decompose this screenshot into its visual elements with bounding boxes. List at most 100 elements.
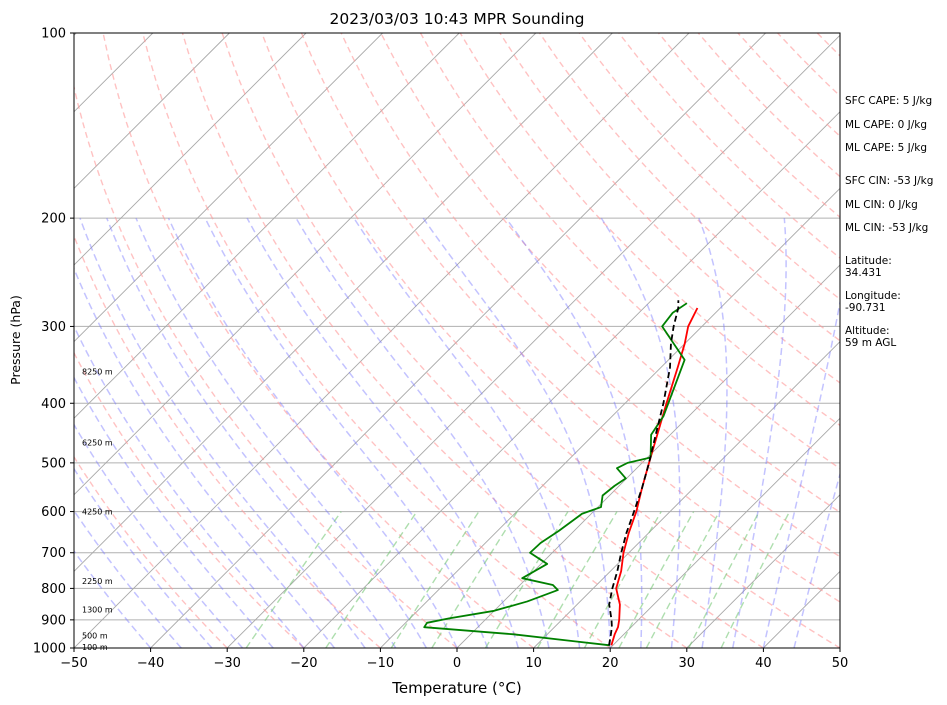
mixing-ratio-line xyxy=(618,511,695,648)
height-label: 1300 m xyxy=(82,606,113,615)
y-tick-label: 100 xyxy=(41,27,66,42)
ml-cin-text-2: ML CIN: -53 J/kg xyxy=(845,222,929,234)
latitude-text: Latitude: 34.431 xyxy=(845,255,892,279)
isotherm-line xyxy=(380,187,840,648)
height-label: 8250 m xyxy=(82,367,113,376)
isotherm-line xyxy=(686,494,840,648)
y-tick-label: 300 xyxy=(41,320,66,335)
temperature-profile-line xyxy=(610,307,699,646)
mixing-ratio-line xyxy=(583,511,662,648)
moist-adiabat-line xyxy=(353,217,581,648)
longitude-text: Longitude: -90.731 xyxy=(845,290,901,314)
moist-adiabat-line xyxy=(74,376,274,648)
moist-adiabat-line xyxy=(698,217,728,648)
y-tick-label: 1000 xyxy=(33,642,66,657)
mixing-ratio-line xyxy=(431,511,518,648)
mixing-ratio-line xyxy=(688,511,760,648)
isotherm-line xyxy=(74,33,613,573)
y-tick-label: 200 xyxy=(41,212,66,227)
ml-cape-text: ML CAPE: 0 J/kg xyxy=(845,119,928,131)
moist-adiabat-line xyxy=(505,217,643,648)
x-tick-label: 20 xyxy=(602,656,619,671)
moist-adiabat-line xyxy=(204,217,489,648)
moist-adiabat-line xyxy=(74,509,182,648)
mixing-ratio-line xyxy=(720,511,791,648)
x-tick-label: −50 xyxy=(60,656,87,671)
dry-adiabat-line xyxy=(181,33,688,648)
sfc-cape-text: SFC CAPE: 5 J/kg xyxy=(845,95,933,107)
y-tick-label: 400 xyxy=(41,397,66,412)
moist-adiabat-line xyxy=(732,218,787,648)
isotherm-line xyxy=(74,33,537,496)
isotherm-line xyxy=(74,33,307,266)
dry-adiabat-line xyxy=(74,84,458,648)
altitude-text: Altitude: 59 m AGL xyxy=(845,325,897,349)
isotherm-line xyxy=(74,33,230,190)
moist-adiabat-line xyxy=(295,217,550,648)
moist-adiabat-line xyxy=(600,217,681,648)
dry-adiabat-line xyxy=(74,351,305,648)
parcel-profile-line xyxy=(608,300,680,646)
x-tick-label: −40 xyxy=(137,656,164,671)
moist-adiabat-line xyxy=(422,217,611,648)
isotherm-line xyxy=(226,34,840,648)
y-tick-label: 700 xyxy=(41,546,66,561)
isotherm-line xyxy=(533,340,840,648)
y-tick-label: 900 xyxy=(41,613,66,628)
height-label: 500 m xyxy=(82,632,108,641)
chart-title: 2023/03/03 10:43 MPR Sounding xyxy=(329,10,584,28)
x-tick-label: 40 xyxy=(755,656,772,671)
isotherm-line xyxy=(74,33,690,648)
y-axis-label: Pressure (hPa) xyxy=(8,295,23,385)
mixing-ratio-line xyxy=(536,511,618,648)
y-tick-label: 800 xyxy=(41,582,66,597)
mixing-ratio-line xyxy=(325,511,418,648)
isotherm-line xyxy=(74,33,383,343)
moist-adiabat-line xyxy=(106,217,397,648)
dry-adiabat-line xyxy=(142,33,611,648)
x-tick-label: 50 xyxy=(832,656,849,671)
isotherm-line xyxy=(303,111,840,648)
x-tick-label: 10 xyxy=(525,656,542,671)
x-axis-label: Temperature (°C) xyxy=(391,679,521,697)
x-tick-label: −10 xyxy=(367,656,394,671)
dewpoint-profile-line xyxy=(423,302,688,647)
moist-adiabat-line xyxy=(793,471,840,648)
mixing-ratio-line xyxy=(245,511,342,648)
y-tick-label: 500 xyxy=(41,456,66,471)
plot-area xyxy=(74,33,840,648)
x-tick-label: −30 xyxy=(213,656,240,671)
isotherm-line xyxy=(74,33,460,419)
ml-cape-text-2: ML CAPE: 5 J/kg xyxy=(845,142,928,154)
x-tick-label: 30 xyxy=(679,656,696,671)
moist-adiabat-line xyxy=(74,266,336,648)
isotherm-line xyxy=(150,33,766,648)
moist-adiabat-line xyxy=(74,423,244,648)
isotherm-line xyxy=(456,264,840,648)
dry-adiabat-line xyxy=(74,234,381,648)
isotherm-line xyxy=(609,417,840,648)
height-label: 2250 m xyxy=(82,577,113,586)
dry-adiabat-line xyxy=(261,33,840,648)
height-label: 6250 m xyxy=(82,438,113,447)
x-tick-label: 0 xyxy=(453,656,461,671)
height-label: 4250 m xyxy=(82,508,113,517)
moist-adiabat-line xyxy=(762,298,840,648)
mixing-ratio-line xyxy=(390,511,480,648)
moist-adiabat-line xyxy=(74,324,305,648)
moist-adiabat-line xyxy=(74,467,213,648)
sfc-cin-text: SFC CIN: -53 J/kg xyxy=(845,175,934,187)
ml-cin-text: ML CIN: 0 J/kg xyxy=(845,199,918,211)
dry-adiabat-line xyxy=(578,33,840,301)
y-tick-label: 600 xyxy=(41,505,66,520)
dry-adiabat-line xyxy=(102,33,535,648)
mixing-ratio-line xyxy=(484,511,569,648)
moist-adiabat-line xyxy=(79,217,366,648)
mixing-ratio-line xyxy=(645,511,721,648)
x-tick-label: −20 xyxy=(290,656,317,671)
moist-adiabat-line xyxy=(135,217,428,648)
moist-adiabat-line xyxy=(74,549,152,648)
